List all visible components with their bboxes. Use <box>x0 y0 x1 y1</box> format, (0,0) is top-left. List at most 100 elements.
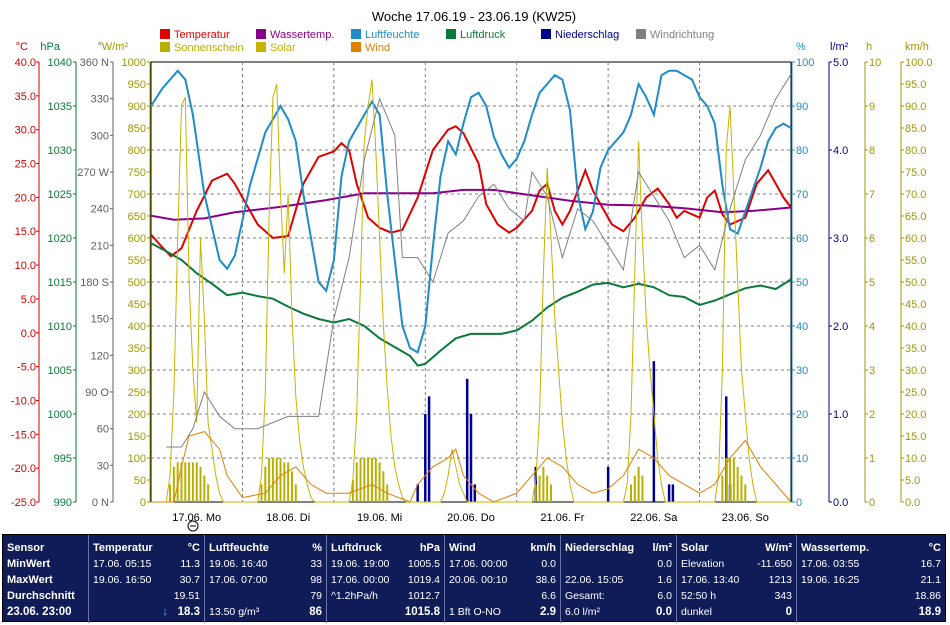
table-current-value: 0.0 <box>656 606 672 618</box>
table-current-value: 1015.8 <box>404 606 440 618</box>
tick-label-hum: 0 <box>796 497 802 509</box>
scroll-handle[interactable] <box>187 520 199 532</box>
axis-unit-wind: km/h <box>905 41 929 53</box>
tick-label-sun: 8 <box>869 145 875 157</box>
bar-rain <box>667 484 671 502</box>
current-time: 23.06. 23:00 <box>7 606 72 618</box>
row-label: MinWert <box>7 558 51 570</box>
legend-label: Sonnenschein <box>174 42 244 54</box>
table-current-label: 13.50 g/m³ <box>209 606 260 618</box>
axis-unit-hum: % <box>796 41 806 53</box>
table-cell-value: 6.0 <box>657 590 672 602</box>
table-cell-value: 1005.5 <box>407 558 440 570</box>
table-col: Solar W/m² Elevation -11.650 17.06. 13:40 121… <box>677 535 797 623</box>
tick-label-dir: 360 N <box>80 57 109 69</box>
legend-swatch <box>256 29 266 39</box>
table-header: Wassertemp. <box>801 542 870 554</box>
table-unit: °C <box>187 542 200 554</box>
table-cell-value: 38.6 <box>535 574 556 586</box>
bar-sun <box>721 475 724 502</box>
tick-label-wind: 55.0 <box>905 255 926 267</box>
day-label: 20.06. Do <box>447 512 495 524</box>
tick-label-solar: 550 <box>128 255 146 267</box>
day-label: 22.06. Sa <box>630 512 678 524</box>
table-cell-label: 19.06. 16:40 <box>209 558 268 570</box>
table-cell-label: 19.06. 16:25 <box>801 574 860 586</box>
tick-label-solar: 750 <box>128 167 146 179</box>
table-header: Sensor <box>7 542 45 554</box>
tick-label-wind: 50.0 <box>905 277 926 289</box>
tick-label-rain: 2.0 <box>833 321 848 333</box>
tick-label-wind: 30.0 <box>905 365 926 377</box>
table-cell-value: -11.650 <box>757 558 792 570</box>
tick-label-hum: 10 <box>796 453 808 465</box>
tick-label-press: 1025 <box>48 189 72 201</box>
tick-label-temp: 40.0 <box>15 57 36 69</box>
table-header: Luftdruck <box>331 542 382 554</box>
tick-label-rain: 4.0 <box>833 145 848 157</box>
tick-label-solar: 500 <box>128 277 146 289</box>
summary-table: Sensor MinWert MaxWert Durchschnitt 23.06. 2… <box>2 534 946 623</box>
bar-sun <box>378 462 381 502</box>
tick-label-dir: 300 <box>91 130 109 142</box>
tick-label-temp: -20.0 <box>11 463 36 475</box>
legend-label: Wassertemp. <box>270 29 334 41</box>
tick-label-temp: 15.0 <box>15 226 36 238</box>
table-cell-label: 52:50 h <box>681 590 717 602</box>
tick-label-sun: 4 <box>869 321 875 333</box>
legend-swatch <box>160 29 170 39</box>
table-unit: W/m² <box>765 542 792 554</box>
bar-sun <box>546 475 549 502</box>
tick-label-wind: 85.0 <box>905 123 926 135</box>
tick-label-temp: -15.0 <box>11 429 36 441</box>
table-cell-value: 343 <box>774 590 792 602</box>
tick-label-sun: 9 <box>869 101 875 113</box>
tick-label-solar: 700 <box>128 189 146 201</box>
bar-sun <box>203 475 206 502</box>
table-cell-label: 17.06. 03:55 <box>801 558 860 570</box>
tick-label-solar: 350 <box>128 343 146 355</box>
weather-chart: Woche 17.06.19 - 23.06.19 (KW25) Tempera… <box>11 9 933 532</box>
tick-label-solar: 250 <box>128 387 146 399</box>
legend-swatch <box>160 42 170 52</box>
tick-label-temp: 35.0 <box>15 91 36 103</box>
chart-bars <box>169 361 747 502</box>
tick-label-hum: 70 <box>796 189 808 201</box>
table-unit: % <box>312 542 322 554</box>
tick-label-solar: 450 <box>128 299 146 311</box>
bar-sun <box>184 462 187 502</box>
day-label: 18.06. Di <box>266 512 310 524</box>
bar-sun <box>268 458 271 502</box>
bar-rain <box>469 414 473 502</box>
bar-sun <box>279 458 282 502</box>
bar-sun <box>169 484 172 502</box>
bar-sun <box>729 458 732 502</box>
table-cell-value: 33 <box>310 558 322 570</box>
tick-label-sun: 7 <box>869 189 875 201</box>
table-current-value: 18.9 <box>918 606 941 618</box>
bar-sun <box>740 475 743 502</box>
bar-sun <box>359 458 362 502</box>
bar-sun <box>294 484 297 502</box>
bar-sun <box>283 462 286 502</box>
tick-label-hum: 80 <box>796 145 808 157</box>
bar-sun <box>172 466 175 502</box>
bar-rain <box>606 466 610 502</box>
table-cell-value: 19.51 <box>173 590 200 602</box>
tick-label-rain: 3.0 <box>833 233 848 245</box>
tick-label-wind: 20.0 <box>905 409 926 421</box>
tick-label-dir: 120 <box>91 350 109 362</box>
tick-label-wind: 0.0 <box>905 497 920 509</box>
bar-rain <box>424 414 427 502</box>
bar-sun <box>290 471 293 502</box>
table-col-sensor: Sensor MinWert MaxWert Durchschnitt 23.06. 2… <box>3 535 89 623</box>
tick-label-sun: 0 <box>869 497 875 509</box>
table-cell-value: 0.0 <box>657 558 672 570</box>
tick-label-solar: 150 <box>128 431 146 443</box>
table-current-label: dunkel <box>681 606 712 618</box>
bar-sun <box>264 466 267 502</box>
bar-rain <box>652 361 656 502</box>
tick-label-wind: 90.0 <box>905 101 926 113</box>
tick-label-press: 1000 <box>48 409 72 421</box>
table-current-value: 2.9 <box>540 606 556 618</box>
